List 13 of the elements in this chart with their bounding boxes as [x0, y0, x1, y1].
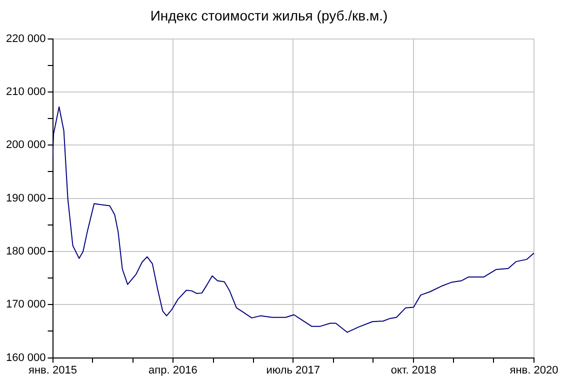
x-tick-label: янв. 2020 [510, 364, 558, 376]
x-tick-label: янв. 2015 [28, 364, 77, 376]
y-tick-label: 180 000 [6, 246, 46, 258]
y-tick-label: 200 000 [6, 139, 46, 152]
x-tick-label: апр. 2016 [148, 364, 198, 376]
y-tick-label: 160 000 [6, 352, 46, 364]
y-tick-label: 170 000 [6, 298, 46, 311]
x-tick-label: июль 2017 [266, 364, 320, 376]
chart-title: Индекс стоимости жилья (руб./кв.м.) [150, 7, 388, 24]
x-tick-label: окт. 2018 [390, 364, 436, 376]
y-tick-label: 220 000 [6, 32, 46, 45]
y-tick-label: 210 000 [6, 86, 46, 98]
y-tick-label: 190 000 [6, 192, 46, 204]
